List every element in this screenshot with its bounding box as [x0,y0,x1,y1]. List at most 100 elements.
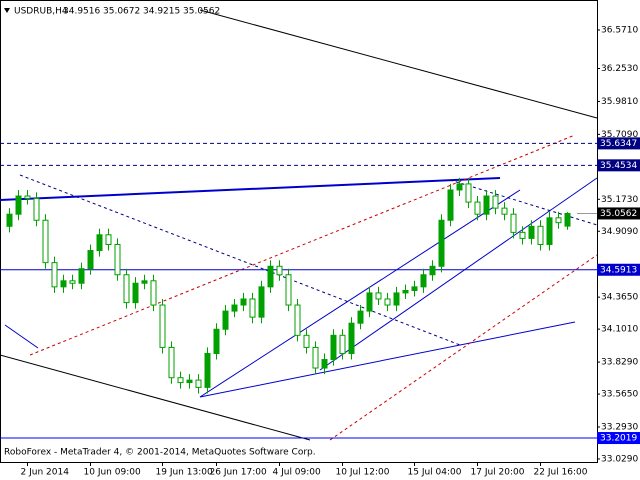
header-low: 34.9215 [143,7,180,17]
x-tick-label: 26 Jun 17:00 [210,468,267,478]
candle-body [285,274,292,306]
candle-body [429,265,436,276]
candle-body [231,304,238,312]
candle-body [42,219,49,264]
trendline [199,321,576,398]
candle-body [438,219,445,267]
x-tick-label: 4 Jul 09:00 [273,468,322,478]
candle-body [447,189,454,221]
candle-body [483,195,490,215]
trendline [0,354,311,441]
candle-body [204,352,211,388]
y-tick-label: 36.5710 [601,25,638,35]
x-tick-label: 15 Jul 04:00 [408,468,462,478]
candle-body [303,334,310,348]
level-box [597,137,640,150]
candle-body [69,280,76,284]
header-close: 35.0562 [183,7,220,17]
y-tick-label: 35.9810 [601,97,638,107]
candle-body [339,334,346,354]
candle-body [321,359,328,369]
candle-body [537,225,544,245]
candle-body [222,310,229,330]
x-tick-label: 2 Jun 2014 [21,468,70,478]
candle-body [150,280,157,306]
candle-body [348,322,355,354]
footer: RoboForex - MetaTrader 4, © 2001-2014, M… [4,448,316,458]
candle-body [51,262,58,288]
candle-body [213,328,220,354]
candle-body [96,234,103,252]
candle-body [564,212,571,227]
symbol: USDRUB,H4 [14,7,68,17]
candle-body [240,298,247,306]
candle-body [312,346,319,369]
candle-body [6,213,13,227]
candle-body [78,268,85,284]
level-box [597,432,640,445]
candle-body [546,217,553,245]
candle-body [294,304,301,336]
candle-body [177,377,184,384]
candle-body [357,310,364,324]
trendline [319,177,598,371]
candle-body [267,265,274,288]
collapse-icon[interactable] [4,8,10,13]
candle-body [114,243,121,276]
trendline [29,134,576,356]
candle-body [519,231,526,239]
candle-body [456,183,463,191]
trendlines [0,9,598,441]
trendline [4,324,39,349]
y-tick-label: 35.1730 [601,195,638,205]
y-tick-label: 33.0290 [601,454,638,464]
candle-body [528,225,535,239]
candle-body [132,282,139,304]
x-tick-label: 10 Jul 12:00 [336,468,390,478]
trendline [329,254,598,441]
candle-body [159,304,166,348]
candle-body [24,195,31,199]
candle-body [402,289,409,294]
y-tick-label: 34.1010 [601,325,638,335]
level-box [597,263,640,276]
candle-body [168,346,175,379]
level-label: 35.6347 [600,139,637,149]
candle-body [249,298,256,318]
candle-body [186,379,193,384]
header-open: 34.9516 [63,7,100,17]
y-tick-label: 33.8290 [601,358,638,368]
x-tick-label: 22 Jul 16:00 [534,468,588,478]
candle-body [465,183,472,203]
candle-body [60,280,67,288]
candle-body [330,334,337,361]
level-label: 33.2019 [600,434,637,444]
x-tick-label: 17 Jul 20:00 [471,468,525,478]
candle-body [15,195,22,215]
y-tick-label: 33.2930 [601,422,638,432]
trendline [19,174,461,346]
candle-body [276,265,283,276]
trendline [449,179,598,226]
level-box [597,159,640,172]
candle-body [141,280,148,284]
candle-body [375,292,382,300]
trendline [0,177,501,201]
y-tick-label: 34.3650 [601,293,638,303]
candle-body [195,379,202,388]
candle-body [105,234,112,245]
y-tick-label: 34.9090 [601,227,638,237]
level-label: 35.4534 [600,161,637,171]
candle-body [33,197,40,221]
y-tick-label: 36.2530 [601,64,638,74]
price-box [597,207,640,220]
y-tick-label: 33.5650 [601,390,638,400]
candle-body [393,292,400,306]
x-tick-label: 19 Jun 13:00 [156,468,213,478]
x-tick-label: 10 Jun 09:00 [84,468,141,478]
y-tick-label: 35.7090 [601,130,638,140]
header-high: 35.0672 [103,7,140,17]
trendline [199,189,521,398]
